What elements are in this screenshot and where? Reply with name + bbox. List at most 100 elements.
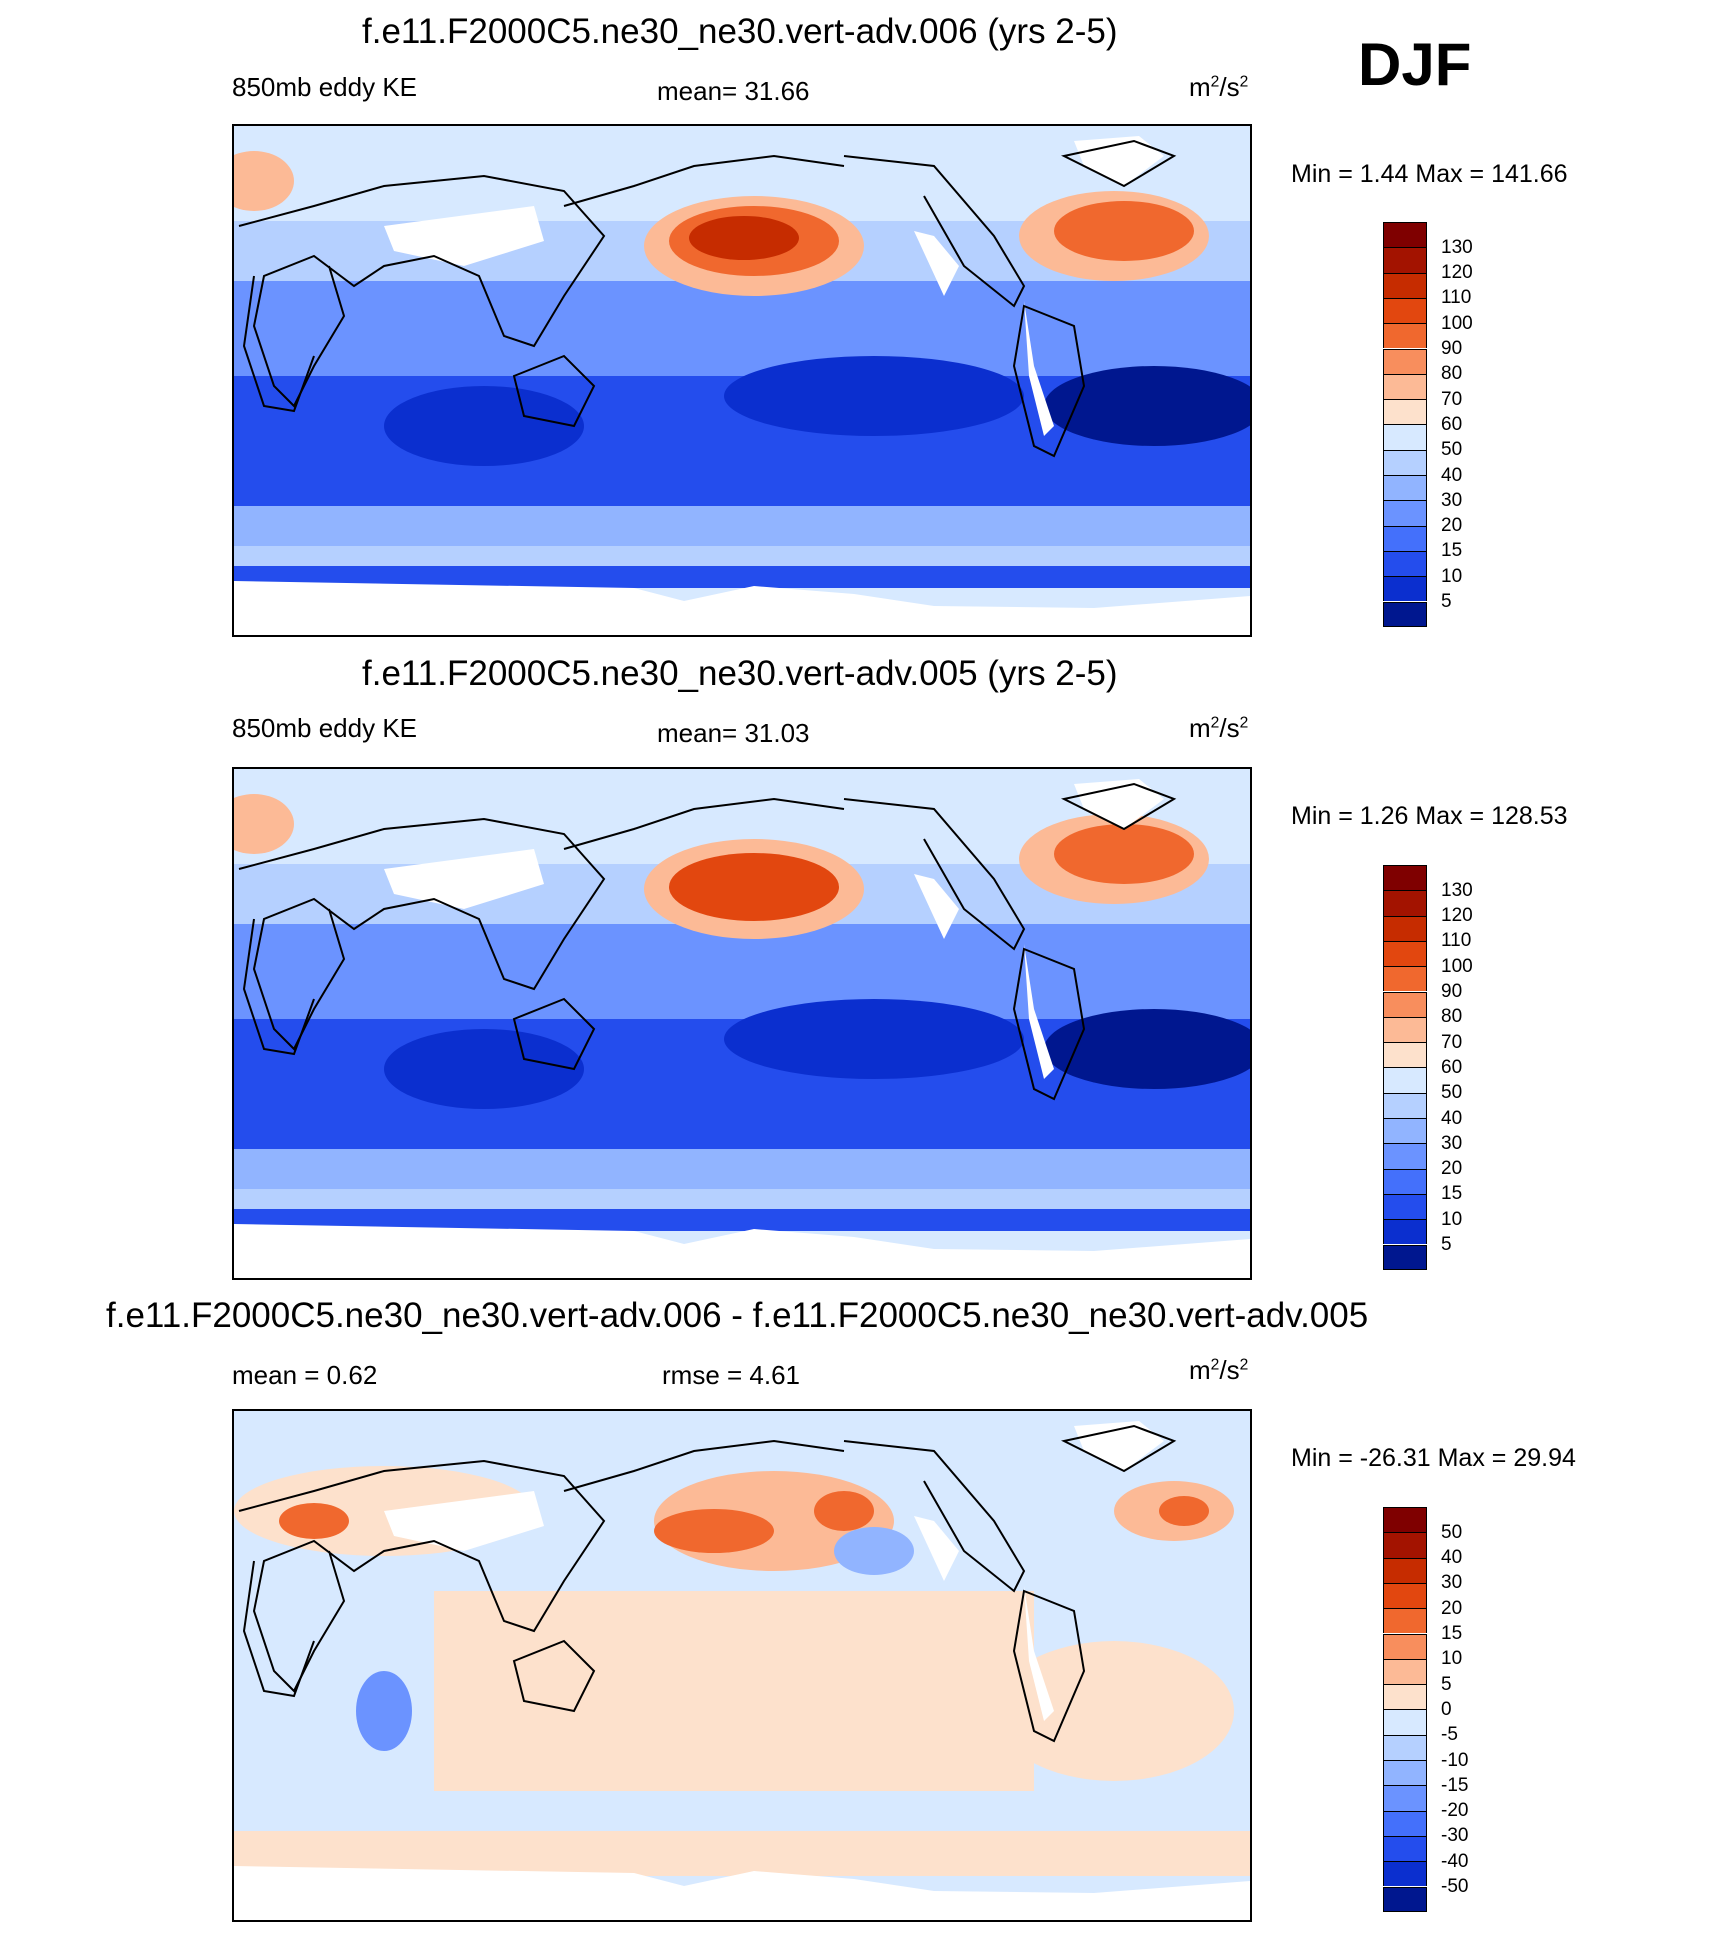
colorbar-box <box>1383 373 1427 400</box>
colorbar-box <box>1383 1244 1427 1270</box>
colorbar-tick-label: 110 <box>1441 930 1472 952</box>
colorbar-box <box>1383 991 1427 1017</box>
map-2-pacific-storm-track-core <box>669 853 839 921</box>
map-3-pacific-negative <box>834 1527 914 1575</box>
colorbar-tick-label: 20 <box>1441 1597 1463 1619</box>
colorbar-box <box>1383 1886 1427 1912</box>
colorbar-tick-label: 10 <box>1441 1648 1463 1670</box>
colorbar-box <box>1383 475 1427 501</box>
panel-1-map <box>232 124 1252 637</box>
colorbar-tick-label: 40 <box>1441 1107 1463 1129</box>
panel-1-title: f.e11.F2000C5.ne30_ne30.vert-adv.006 (yr… <box>362 12 1118 51</box>
colorbar-tick-label: 20 <box>1441 1158 1463 1180</box>
colorbar-box <box>1383 222 1427 248</box>
map-2-atlantic-storm-track-core <box>1054 824 1194 884</box>
colorbar-box <box>1383 399 1427 425</box>
colorbar-box <box>1383 1193 1427 1220</box>
colorbar-tick-label: 15 <box>1441 1623 1463 1644</box>
map-2-coastlines <box>238 782 1177 1101</box>
colorbar-tick-label: 80 <box>1441 363 1463 385</box>
colorbar-box <box>1383 500 1427 526</box>
panel-3-title: f.e11.F2000C5.ne30_ne30.vert-adv.006 - f… <box>106 1296 1369 1335</box>
colorbar-box <box>1383 1684 1427 1710</box>
map-3-andes-mask <box>1024 1586 1054 1721</box>
colorbar-tick-label: 70 <box>1441 1031 1463 1053</box>
colorbar-box <box>1383 1709 1427 1735</box>
map-1-pacific-storm-track-core <box>689 216 799 260</box>
map-2-tibet-mask <box>384 849 544 909</box>
colorbar-box <box>1383 449 1427 475</box>
season-label: DJF <box>1358 31 1472 98</box>
colorbar-tick-label: 50 <box>1441 439 1463 461</box>
colorbar-box <box>1383 576 1427 602</box>
map-3-tropical-positive <box>434 1591 1034 1791</box>
colorbar-tick-label: 90 <box>1441 981 1463 1002</box>
panel-2-units: m2/s2 <box>1189 713 1249 743</box>
colorbar-tick-label: -10 <box>1441 1749 1469 1771</box>
colorbar-tick-label: 0 <box>1441 1698 1452 1720</box>
colorbar-tick-label: 15 <box>1441 1183 1463 1205</box>
map-3-pacific-positive-core <box>654 1509 774 1553</box>
map-3-coastlines <box>238 1424 1177 1743</box>
colorbar-box <box>1383 1219 1427 1245</box>
colorbar-box <box>1383 1760 1427 1786</box>
colorbar-tick-label: 100 <box>1441 955 1473 977</box>
colorbar-tick-label: 20 <box>1441 515 1463 537</box>
colorbar-tick-label: 130 <box>1441 236 1473 258</box>
colorbar-tick-label: 120 <box>1441 905 1473 927</box>
map-2-antarctic-edge <box>234 1209 1250 1231</box>
colorbar-tick-label: -50 <box>1441 1876 1469 1897</box>
colorbar-box <box>1383 915 1427 941</box>
panel-3-units: m2/s2 <box>1189 1355 1249 1385</box>
panel-2-mean-label: mean= 31.03 <box>657 718 810 748</box>
map-1-antarctica <box>234 581 1250 635</box>
map-2-europe-maximum <box>234 794 294 854</box>
colorbar-tick-label: 5 <box>1441 591 1452 612</box>
colorbar-tick-label: 5 <box>1441 1234 1452 1255</box>
colorbar-tick-label: 10 <box>1441 1208 1463 1230</box>
colorbar-tick-label: 130 <box>1441 879 1473 901</box>
colorbar-tick-label: 80 <box>1441 1006 1463 1028</box>
colorbar-box <box>1383 1118 1427 1144</box>
colorbar-box <box>1383 1785 1427 1811</box>
colorbar-tick-label: -40 <box>1441 1850 1469 1872</box>
map-1-andes-mask <box>1024 301 1054 436</box>
map-2-atlantic-minimum <box>1044 1009 1250 1089</box>
map-1-atlantic-minimum <box>1044 366 1250 446</box>
colorbar-box <box>1383 1608 1427 1634</box>
colorbar-tick-label: -20 <box>1441 1800 1469 1822</box>
colorbar-tick-label: 90 <box>1441 338 1463 359</box>
map-1-antarctic-edge <box>234 566 1250 588</box>
panel-2-minmax: Min = 1.26 Max = 128.53 <box>1291 802 1568 830</box>
map-3-rockies-mask <box>914 1516 959 1581</box>
colorbar-box <box>1383 1633 1427 1659</box>
colorbar-box <box>1383 550 1427 577</box>
colorbar-box <box>1383 348 1427 374</box>
colorbar-box <box>1383 1042 1427 1068</box>
colorbar-tick-label: 30 <box>1441 1132 1463 1154</box>
colorbar-box <box>1383 966 1427 992</box>
colorbar-box <box>1383 297 1427 324</box>
map-2-antarctica <box>234 1224 1250 1278</box>
colorbar-box <box>1383 1532 1427 1558</box>
colorbar-box <box>1383 1016 1427 1043</box>
map-1-south-band <box>234 506 1250 551</box>
colorbar-box <box>1383 525 1427 551</box>
map-2-pacific-minimum <box>724 999 1024 1079</box>
colorbar-box <box>1383 1861 1427 1887</box>
panel-1-units: m2/s2 <box>1189 72 1249 102</box>
map-3-europe-positive-core <box>279 1503 349 1539</box>
colorbar-box <box>1383 323 1427 349</box>
panel-3-rmse-label: rmse = 4.61 <box>662 1360 801 1390</box>
colorbar-box <box>1383 1810 1427 1836</box>
colorbar-box <box>1383 1168 1427 1194</box>
panel-2-variable-label: 850mb eddy KE <box>232 713 418 743</box>
colorbar-tick-label: 120 <box>1441 262 1473 284</box>
colorbar-box <box>1383 1067 1427 1093</box>
map-2-south-band <box>234 1149 1250 1194</box>
colorbar-box <box>1383 1092 1427 1118</box>
colorbar-box <box>1383 247 1427 273</box>
colorbar-box <box>1383 424 1427 450</box>
colorbar-box <box>1383 1582 1427 1609</box>
map-1-pacific-minimum <box>724 356 1024 436</box>
